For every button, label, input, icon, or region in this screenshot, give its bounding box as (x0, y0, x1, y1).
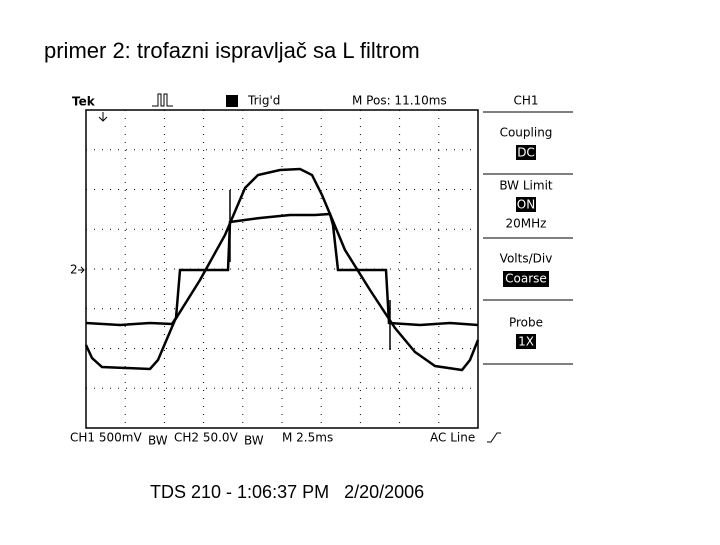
caption: TDS 210 - 1:06:37 PM 2/20/2006 (150, 482, 424, 502)
scope-screen: Tek Trig'd M Pos: 11.10ms 2 CH1 Coupling… (68, 88, 575, 450)
side-menu: CH1 Coupling DC BW Limit ON 20MHz Volts/… (483, 94, 573, 365)
slope-icon (487, 432, 501, 443)
ch-marker: 2 (70, 263, 78, 277)
menu-value[interactable]: Coarse (505, 272, 547, 286)
trigger-box (226, 95, 238, 107)
bw-mark: BW (148, 434, 168, 448)
menu-value-bg (516, 145, 536, 160)
trigger-icon (152, 93, 173, 107)
menu-label[interactable]: BW Limit (499, 179, 553, 193)
screen-bg (68, 88, 575, 450)
time-position: M Pos: 11.10ms (352, 94, 447, 108)
brand: Tek (72, 95, 96, 109)
slide-title: primer 2: trofazni ispravljač sa L filtr… (44, 38, 420, 63)
readout-time: M 2.5ms (282, 431, 333, 445)
ch-marker-arrow (78, 266, 85, 274)
menu-value-bg (516, 334, 536, 349)
menu-label[interactable]: Coupling (500, 126, 553, 140)
menu-label[interactable]: Volts/Div (500, 252, 553, 266)
bw-mark: BW (244, 434, 264, 448)
menu-label[interactable]: Probe (509, 316, 543, 330)
menu-value-bg (503, 271, 549, 287)
menu-value[interactable]: 1X (518, 335, 534, 349)
trigger-pos-arrow (98, 112, 108, 122)
trigger-status: Trig'd (247, 94, 280, 108)
menu-value[interactable]: ON (517, 198, 535, 212)
readout-ch2: CH2 50.0V (174, 431, 239, 445)
readout-ch1: CH1 500mV (70, 431, 142, 445)
menu-value-bg (516, 197, 536, 212)
menu-value[interactable]: DC (517, 146, 535, 160)
menu-channel[interactable]: CH1 (513, 94, 538, 108)
menu-extra: 20MHz (506, 217, 547, 231)
readout-trigger: AC Line (430, 431, 475, 445)
trace-ch2 (84, 167, 480, 372)
